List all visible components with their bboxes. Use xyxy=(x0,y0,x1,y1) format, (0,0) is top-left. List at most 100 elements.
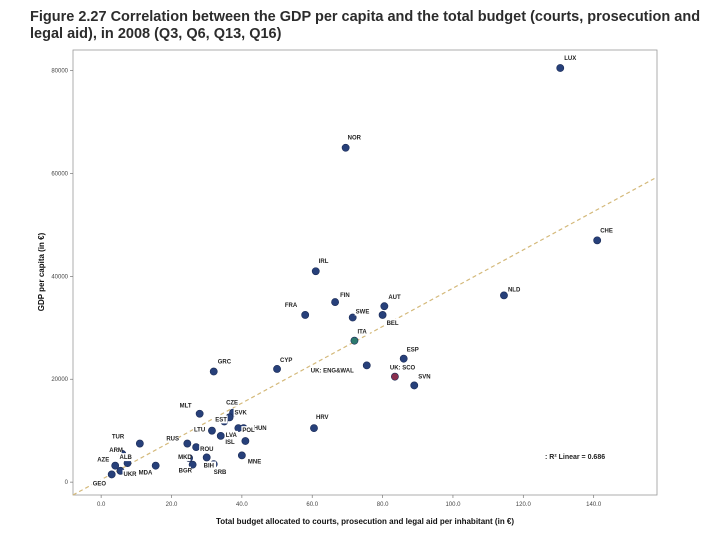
point-label-bih: BIH xyxy=(204,463,214,469)
point-label-bg xyxy=(91,479,106,488)
point-label-rou: ROU xyxy=(200,447,213,453)
x-tick-label: 140.0 xyxy=(586,502,602,508)
point-label-bg xyxy=(283,300,298,309)
point-label-aut: AUT xyxy=(388,295,401,301)
point-label-grc: GRC xyxy=(218,360,232,366)
point-label-nor: NOR xyxy=(348,136,362,142)
point-label-bg xyxy=(137,468,152,477)
point-label-fra: FRA xyxy=(285,303,298,309)
point-label-bg xyxy=(387,293,401,302)
point-tur xyxy=(135,439,144,448)
y-tick-label: 60000 xyxy=(51,171,68,177)
point-label-bg xyxy=(165,434,179,443)
point-label-ukr: UKR xyxy=(123,472,137,478)
point-rus xyxy=(183,439,192,448)
point-bgr xyxy=(188,460,197,469)
point-svn xyxy=(410,381,419,390)
point-bel xyxy=(378,311,387,319)
point-label-cze: CZE xyxy=(226,401,238,407)
point-label-bgr: BGR xyxy=(179,469,193,475)
point-label-bg xyxy=(563,54,577,63)
point-label-bg xyxy=(96,455,110,464)
point-label-bg xyxy=(177,452,191,461)
point-label-bg xyxy=(279,355,293,364)
point-label-bg xyxy=(178,401,193,410)
point-label-swe: SWE xyxy=(356,310,370,316)
point-mda xyxy=(151,461,160,470)
point-esp xyxy=(399,354,408,363)
point-label-che: CHE xyxy=(600,228,613,234)
point-label-bg xyxy=(356,327,370,336)
point-label-bel: BEL xyxy=(387,321,399,327)
x-tick-label: 20.0 xyxy=(166,502,178,508)
point-labels-layer: LUX NOR CHE IRL NLD FIN AUT FRA SWE BEL ITA ESP GRC C… xyxy=(91,54,613,488)
point-label-geo: GEO xyxy=(93,481,107,487)
point-uk-sco xyxy=(391,372,399,381)
point-label-uk-eng-wal: UK: ENG&WAL xyxy=(311,368,354,374)
figure-title: Figure 2.27 Correlation between the GDP … xyxy=(30,9,701,42)
point-che xyxy=(593,236,602,245)
point-label-nld: NLD xyxy=(508,287,521,293)
point-isl xyxy=(241,437,250,445)
point-label-bg xyxy=(216,357,231,366)
point-grc xyxy=(209,367,218,376)
point-fra xyxy=(301,311,310,319)
x-tick-label: 120.0 xyxy=(516,502,532,508)
fit-line xyxy=(72,176,658,496)
point-label-aze: AZE xyxy=(97,458,109,464)
point-label-fin: FIN xyxy=(340,293,350,299)
point-label-irl: IRL xyxy=(319,259,329,265)
y-tick-label: 80000 xyxy=(51,69,68,75)
point-label-bg xyxy=(110,432,125,441)
point-label-bg xyxy=(241,426,255,435)
point-fin xyxy=(331,298,339,306)
point-ita xyxy=(350,336,359,345)
point-lux xyxy=(556,64,565,72)
point-label-uk-sco: UK: SCO xyxy=(390,366,416,372)
fit-line-layer xyxy=(72,176,658,496)
point-label-hrv: HRV xyxy=(316,415,329,421)
point-label-bg xyxy=(317,257,332,266)
point-label-bg xyxy=(118,453,132,462)
point-nld xyxy=(500,291,508,300)
point-label-svn: SVN xyxy=(418,374,430,380)
point-label-tur: TUR xyxy=(112,435,125,441)
y-axis-label: GDP per capita (in €) xyxy=(37,232,46,311)
point-label-bg xyxy=(246,457,261,466)
point-pol xyxy=(234,424,243,433)
x-tick-label: 0.0 xyxy=(97,502,106,508)
point-label-bg xyxy=(252,424,267,433)
point-nor xyxy=(341,143,350,152)
point-label-bg xyxy=(224,430,239,439)
point-label-bg xyxy=(405,345,420,354)
ticks-layer: 0.0 20.0 40.0 60.0 80.0 100.0 120.0 140.0 0 20000… xyxy=(51,69,602,508)
point-label-ltu: LTU xyxy=(194,428,205,434)
point-label-bg xyxy=(214,415,228,424)
point-bih xyxy=(202,453,211,462)
point-label-lva: LVA xyxy=(226,433,238,439)
point-label-bg xyxy=(388,363,418,372)
point-label-bg xyxy=(212,468,227,477)
point-label-bg xyxy=(199,445,213,454)
y-tick-label: 0 xyxy=(65,480,69,486)
point-label-ita: ITA xyxy=(357,330,367,336)
point-label-bg xyxy=(417,372,431,381)
point-label-svk: SVK xyxy=(235,410,248,416)
point-label-hun: HUN xyxy=(254,426,267,432)
point-label-rus: RUS xyxy=(166,437,179,443)
x-axis-label: Total budget allocated to courts, prosec… xyxy=(216,517,514,526)
point-label-bg xyxy=(339,291,353,300)
y-tick-label: 40000 xyxy=(51,274,68,280)
point-label-pol: POL xyxy=(242,428,255,434)
y-tick-label: 20000 xyxy=(51,377,68,383)
x-tick-label: 40.0 xyxy=(236,502,248,508)
point-mlt xyxy=(195,409,204,418)
point-label-bg xyxy=(385,318,399,327)
point-irl xyxy=(311,267,320,276)
point-ltu xyxy=(208,426,216,435)
point-label-bg xyxy=(309,366,354,375)
point-label-cyp: CYP xyxy=(280,358,292,364)
point-label-bg xyxy=(599,226,613,235)
point-label-alb: ALB xyxy=(120,455,133,461)
